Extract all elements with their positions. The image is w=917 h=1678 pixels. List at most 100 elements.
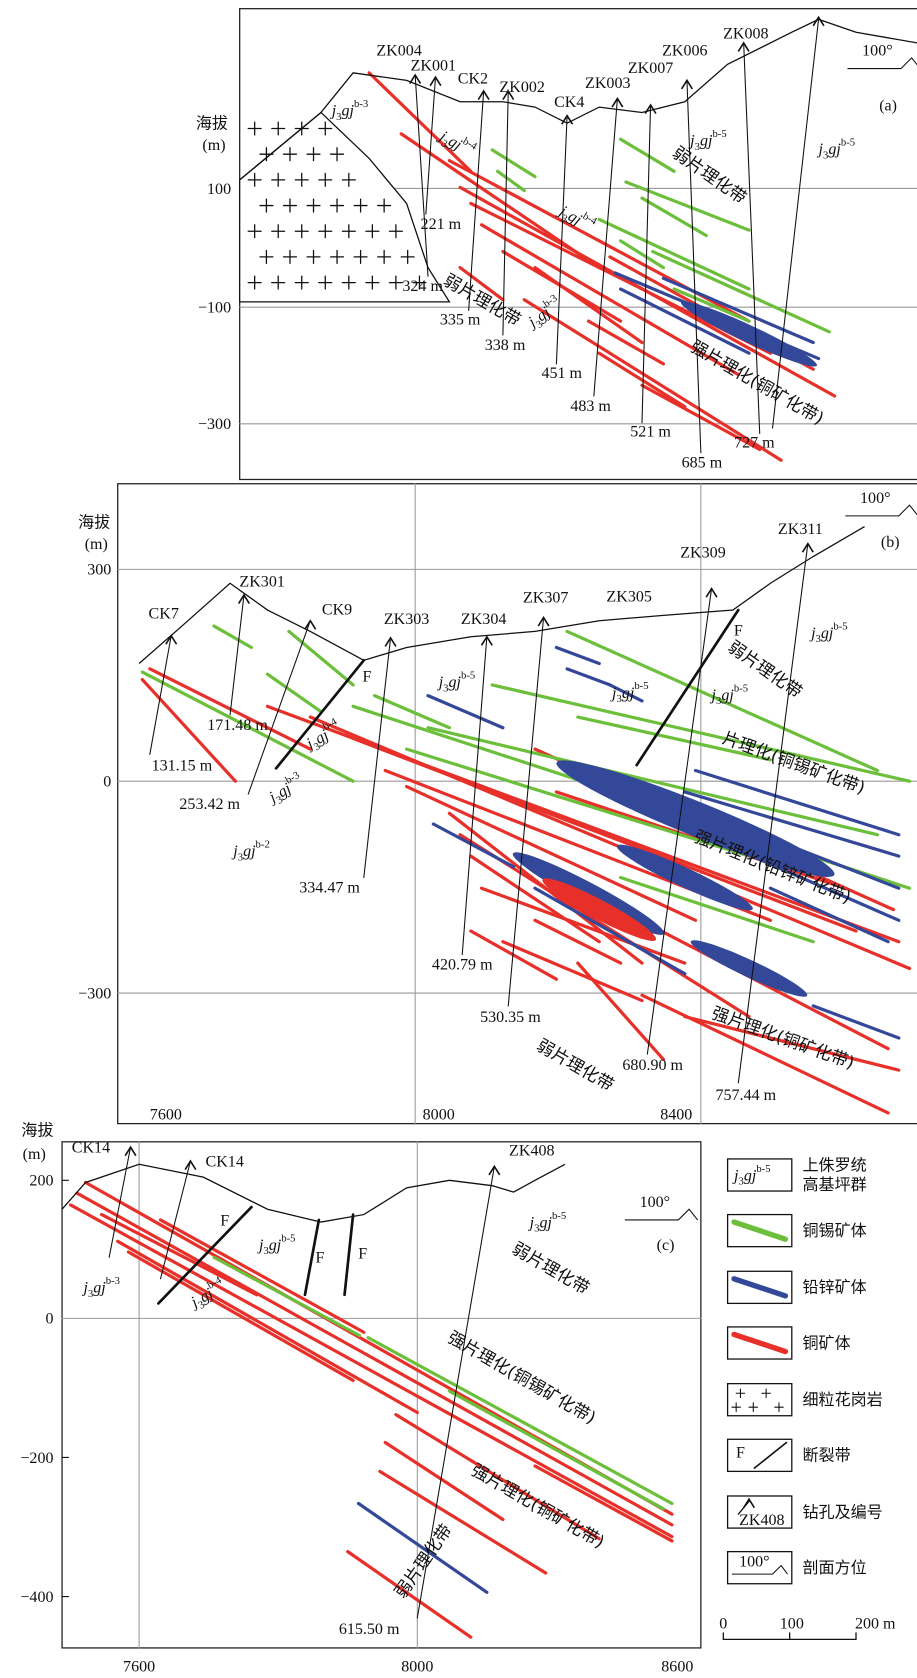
- zone-label: 强片理化(铜锡矿化带): [444, 1328, 599, 1429]
- zone-label: 片理化(铜锡矿化带): [720, 729, 868, 799]
- granite: [240, 112, 450, 301]
- copper-ore: [150, 669, 311, 749]
- page: {"panel_a":{"label":"(a)","azimuth":"100…: [0, 0, 917, 1678]
- copper-ore: [599, 353, 685, 407]
- drillhole-name: CK4: [554, 94, 584, 111]
- drillhole-depth: 757.44 m: [715, 1087, 776, 1104]
- topography: [139, 527, 864, 664]
- axis-title: 海拔: [78, 513, 110, 532]
- copper-tin-ore: [289, 631, 353, 685]
- strata-gj: gj: [449, 674, 462, 691]
- drillhole-name: ZK006: [662, 43, 707, 60]
- scale-label: 0: [719, 1616, 727, 1633]
- legend-text: 上侏罗统: [803, 1156, 867, 1175]
- drillhole-depth: 334.47 m: [299, 880, 360, 897]
- fault-label: F: [358, 1245, 367, 1262]
- figure: 100−100−300海拔(m)ZK004324 mZK001221 mCK23…: [0, 0, 917, 1678]
- drillhole-name: ZK309: [680, 545, 725, 562]
- drillhole-name: CK2: [458, 71, 488, 88]
- copper-lens: [538, 871, 660, 948]
- drillhole: [230, 595, 244, 715]
- strata-gj: gj: [721, 687, 734, 704]
- legend-text: 细粒花岗岩: [803, 1390, 883, 1409]
- arrow-head: [166, 636, 177, 645]
- azimuth: 100°: [860, 490, 891, 507]
- panel-label: (a): [879, 97, 897, 114]
- x-tick-label: 7600: [123, 1658, 155, 1675]
- fault-label: F: [315, 1250, 324, 1267]
- drillhole-name: CK7: [149, 606, 179, 623]
- strata-sup: b-5: [734, 682, 748, 694]
- axis-title: 海拔: [196, 114, 228, 133]
- drillhole-depth: 483 m: [570, 398, 611, 415]
- drillhole-name: ZK304: [461, 611, 506, 628]
- strata-label: j3gjb-5: [437, 669, 476, 694]
- arrow-head: [305, 621, 316, 630]
- drillhole-name: ZK303: [384, 611, 429, 628]
- y-tick-label: −300: [198, 416, 231, 433]
- strata-gj: gj: [744, 1167, 757, 1184]
- azimuth: 100°: [862, 43, 893, 60]
- drillhole-name: ZK001: [411, 58, 456, 75]
- y-tick-label: −200: [20, 1450, 53, 1467]
- legend-symbol: F: [736, 1444, 745, 1461]
- panel-label: (c): [657, 1237, 675, 1254]
- zone-label: 弱片理化带: [508, 1239, 592, 1299]
- axis-unit: (m): [202, 137, 225, 154]
- strata-gj: gj: [269, 1237, 282, 1254]
- legend-box: [728, 1384, 792, 1416]
- drillhole-name: CK9: [322, 601, 352, 618]
- drillhole: [462, 637, 487, 955]
- drillhole-depth: 615.50 m: [339, 1621, 400, 1638]
- y-tick-label: −300: [78, 985, 111, 1002]
- y-tick-label: 300: [87, 562, 111, 579]
- drillhole-name: ZK003: [585, 75, 630, 92]
- drillhole-depth: 221 m: [421, 216, 462, 233]
- lead-zinc-lens: [678, 295, 821, 374]
- legend-text: 高基坪群: [803, 1175, 867, 1194]
- drillhole-depth: 253.42 m: [179, 796, 240, 813]
- strata-label: j3gjb-5: [809, 620, 848, 645]
- arrow-head: [706, 589, 717, 598]
- strata-sup: b-2: [256, 839, 270, 851]
- strata-gj: gj: [342, 103, 355, 120]
- y-tick-label: 100: [207, 181, 231, 198]
- strata-sup: b-5: [552, 1210, 566, 1222]
- strata-gj: gj: [700, 133, 713, 150]
- legend-symbol: 100°: [739, 1554, 769, 1571]
- drillhole-name: ZK311: [778, 521, 823, 538]
- strata-sup: b-5: [634, 680, 648, 692]
- strata-label: j3gjb-2: [231, 839, 270, 864]
- drillhole-depth: 338 m: [485, 337, 526, 354]
- drillhole-depth: 530.35 m: [480, 1009, 541, 1026]
- fault-label: F: [363, 669, 372, 686]
- drillhole-depth: 680.90 m: [622, 1057, 683, 1074]
- strata-gj: gj: [539, 1214, 552, 1231]
- copper-ore: [77, 1193, 672, 1525]
- scale-label: 100: [780, 1616, 804, 1633]
- y-tick-label: 0: [103, 774, 111, 791]
- strata-sup: b-3: [106, 1275, 120, 1287]
- axis-title: 海拔: [21, 1120, 53, 1139]
- strata-sup: b-5: [712, 128, 726, 140]
- copper-tin-ore: [268, 674, 322, 711]
- zone-label: 弱片理化带: [668, 143, 750, 208]
- strata-sup: b-5: [756, 1163, 770, 1175]
- drillhole-name: ZK408: [509, 1143, 554, 1160]
- drillhole-depth: 335 m: [440, 311, 481, 328]
- copper-tin-ore: [214, 626, 251, 647]
- drillhole-name: ZK007: [628, 60, 673, 77]
- fault: [345, 1215, 354, 1295]
- legend-text: 剖面方位: [803, 1558, 867, 1577]
- strata-gj: gj: [622, 685, 635, 702]
- strata-label: j3gjb-5: [817, 137, 856, 162]
- drillhole-name: ZK301: [239, 573, 284, 590]
- x-tick-label: 8000: [423, 1106, 455, 1123]
- drillhole-name: CK14: [72, 1140, 110, 1157]
- x-tick-label: 7600: [150, 1106, 182, 1123]
- arrow-head: [803, 544, 814, 553]
- drillhole-name: CK14: [206, 1153, 244, 1170]
- drillhole-name: ZK307: [523, 590, 568, 607]
- drillhole-depth: 420.79 m: [432, 957, 493, 974]
- copper-ore: [503, 942, 642, 1001]
